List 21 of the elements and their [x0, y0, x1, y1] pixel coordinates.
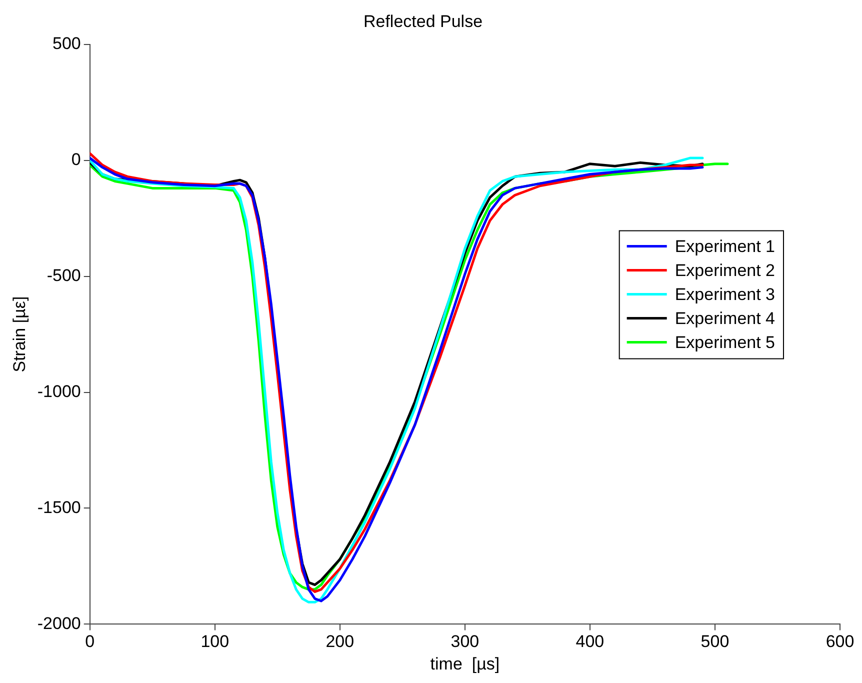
x-tick-label: 400	[576, 632, 604, 652]
y-axis-title: Strain [µε]	[10, 296, 29, 372]
legend-label: Experiment 1	[674, 236, 776, 256]
x-axis-title: time [µs]	[430, 654, 500, 674]
x-tick-label: 600	[826, 632, 854, 652]
y-tick-label: -2000	[37, 614, 81, 633]
y-tick-label: -1000	[37, 382, 81, 401]
chart-title: Reflected Pulse	[363, 12, 483, 31]
legend-label: Experiment 4	[674, 308, 776, 328]
y-tick-label: -500	[46, 266, 81, 286]
legend-label: Experiment 5	[674, 332, 776, 352]
legend-label: Experiment 2	[674, 260, 776, 280]
x-tick-label: 500	[700, 632, 730, 652]
x-tick-label: 200	[326, 632, 354, 652]
y-tick-label: 0	[71, 150, 81, 170]
x-tick-label: 300	[450, 632, 480, 652]
x-tick-label: 100	[200, 632, 230, 652]
y-tick-label: -1500	[37, 498, 81, 517]
x-tick-label: 0	[85, 632, 95, 652]
y-tick-label: 500	[52, 34, 81, 54]
legend-label: Experiment 3	[674, 284, 776, 304]
